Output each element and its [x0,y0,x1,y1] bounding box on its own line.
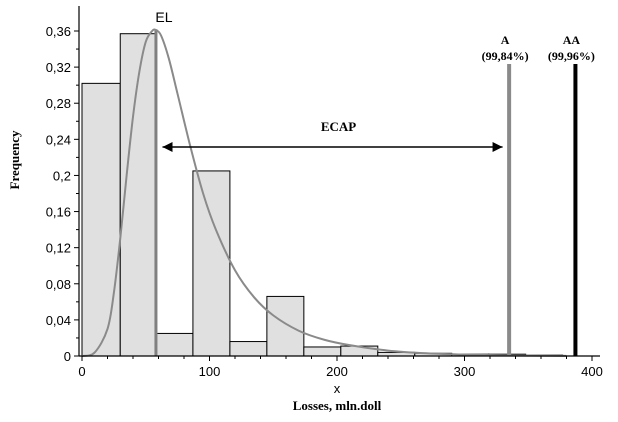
x-tick-label: 300 [454,364,476,379]
marker-label-a: A [501,33,510,47]
x-axis-ticks: 0 100 200 300 400 [78,356,603,379]
marker-label-aa: AA [563,33,581,47]
y-tick-label: 0,08 [46,277,71,292]
y-tick-label: 0,32 [46,60,71,75]
y-tick-label: 0,28 [46,96,71,111]
marker-label-el: EL [155,9,172,25]
y-axis-label: Frequency [7,130,22,189]
histogram-bar [192,170,231,357]
y-tick-label: 0,16 [46,205,71,220]
x-tick-label: 200 [326,364,348,379]
y-tick-label: 0,2 [53,168,71,183]
ecap-arrow: ECAP [162,119,503,152]
y-tick-label: 0,12 [46,241,71,256]
y-axis-ticks: 0 0,04 0,08 0,12 0,16 0,2 0,24 0,28 0,32 0,36 [46,24,79,364]
histogram-bar [229,341,268,357]
y-tick-label: 0 [64,349,71,364]
y-tick-label: 0,04 [46,313,71,328]
density-curve [81,28,567,357]
ecap-arrow-right-head [492,142,503,152]
x-tick-label: 400 [581,364,603,379]
ecap-arrow-left-head [162,142,173,152]
histogram-bar [303,346,342,357]
histogram-bar [266,295,305,357]
marker-lines [154,29,578,356]
ecap-label: ECAP [321,119,356,134]
y-tick-label: 0,36 [46,24,71,39]
histogram-bar [155,332,194,357]
axes [78,6,600,357]
x-tick-label: 0 [78,364,85,379]
marker-labels: EL A (99,84%) AA (99,96%) [155,9,595,63]
y-tick-label: 0,24 [46,132,71,147]
x-axis-label: Losses, mln.doll [293,398,382,413]
histogram-bars [81,33,564,357]
x-tick-label: 100 [199,364,221,379]
histogram-bar [119,33,157,357]
histogram-bar [81,82,121,357]
marker-sublabel-aa: (99,96%) [548,49,595,63]
x-axis-variable-label: x [334,381,341,396]
marker-sublabel-a: (99,84%) [482,49,529,63]
